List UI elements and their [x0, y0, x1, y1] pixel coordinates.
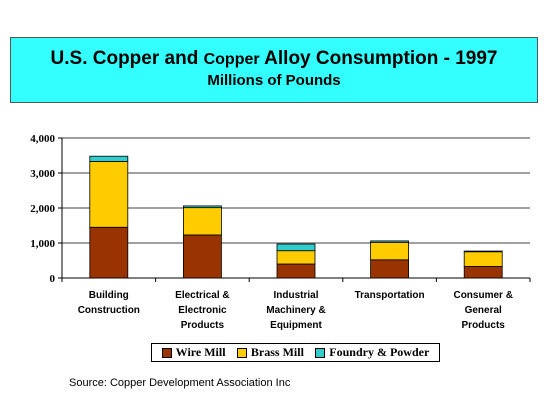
source-note: Source: Copper Development Association I…	[69, 377, 291, 389]
x-category-label-line: General	[465, 305, 502, 316]
x-category-label-line: Machinery &	[266, 305, 325, 316]
legend-item: Foundry & Powder	[315, 345, 429, 360]
bar-segment	[370, 241, 410, 261]
bar-segment	[89, 155, 129, 162]
x-category-label-line: Consumer &	[453, 290, 512, 301]
chart-title: U.S. Copper and Copper Alloy Consumption…	[11, 48, 537, 70]
legend-item: Brass Mill	[236, 345, 304, 360]
x-category-label: Transportation	[355, 290, 425, 301]
x-category-label-line: Transportation	[355, 290, 425, 301]
legend-label: Brass Mill	[250, 345, 304, 359]
bar-segment	[182, 205, 222, 209]
bar-segment	[182, 234, 222, 279]
bar-segment	[89, 226, 129, 279]
x-category-label-line: Products	[462, 320, 506, 331]
x-category-label-line: Products	[181, 320, 225, 331]
title-part-1: U.S. Copper and	[50, 48, 204, 69]
bar-segment	[182, 207, 222, 236]
bar-segment	[89, 161, 129, 228]
legend-swatch	[161, 347, 172, 358]
bar-segment	[463, 266, 503, 279]
x-category-label-line: Building	[89, 290, 129, 301]
bar-segment	[276, 263, 316, 279]
chart-subtitle: Millions of Pounds	[207, 72, 341, 89]
legend-swatch	[315, 347, 326, 358]
x-category-label-line: Equipment	[270, 320, 322, 331]
y-tick-label: 0	[50, 273, 56, 285]
x-category-label: Industrial Machinery & Equipment	[266, 290, 325, 331]
legend: Wire Mill Brass Mill Foundry & Powder	[151, 343, 440, 362]
bar-segment	[370, 240, 410, 243]
x-category-label: Consumer & General Products	[453, 290, 512, 331]
bar-segment	[463, 250, 503, 253]
legend-swatch	[236, 347, 247, 358]
x-category-label-line: Industrial	[273, 290, 318, 301]
y-tick-label: 4,000	[30, 133, 55, 145]
y-tick-label: 3,000	[30, 168, 55, 180]
x-category-label: Electrical & Electronic Products	[175, 290, 229, 331]
title-box: U.S. Copper and Copper Alloy Consumption…	[10, 37, 538, 103]
x-category-label-line: Electronic	[178, 305, 227, 316]
title-part-2: Copper	[203, 51, 260, 68]
legend-label: Foundry & Powder	[329, 345, 430, 359]
title-part-3: Alloy Consumption - 1997	[259, 48, 498, 69]
bar-segment	[370, 259, 410, 279]
y-tick-label: 2,000	[30, 203, 55, 215]
bar-segment	[463, 251, 503, 267]
x-category-label-line: Electrical &	[175, 290, 229, 301]
x-category-label: Building Construction	[78, 290, 140, 316]
y-tick-label: 1,000	[30, 238, 55, 250]
x-category-label-line: Construction	[78, 305, 140, 316]
legend-item: Wire Mill	[161, 345, 226, 360]
bar-segment	[276, 250, 316, 265]
bar-segment	[276, 243, 316, 252]
legend-label: Wire Mill	[175, 345, 226, 359]
